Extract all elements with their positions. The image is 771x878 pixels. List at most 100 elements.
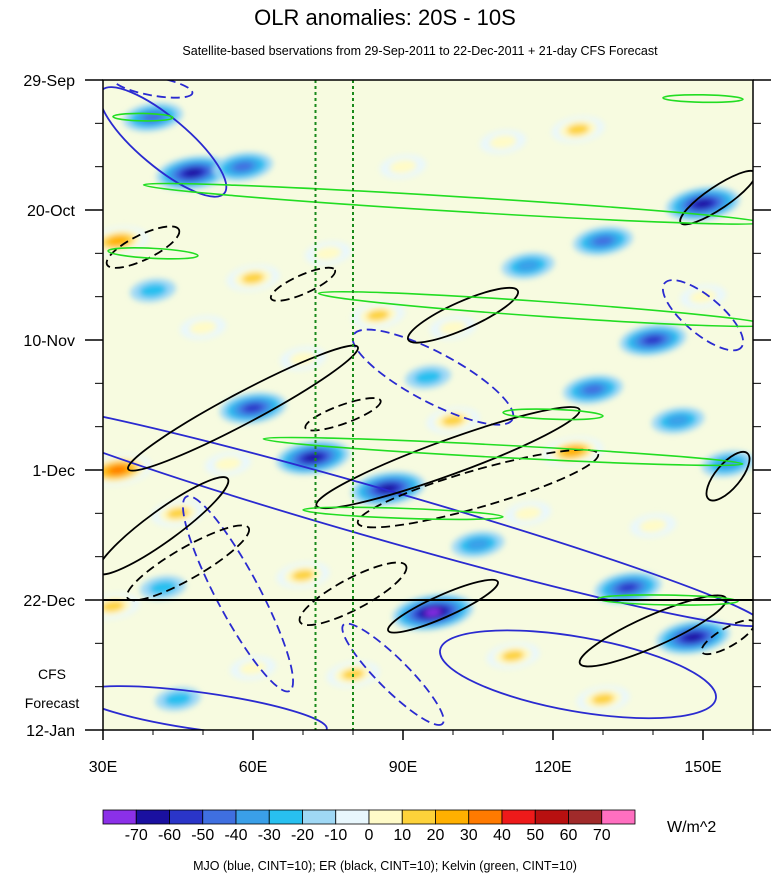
anomaly-blob: [140, 575, 186, 600]
anomaly-blob: [594, 572, 662, 604]
wave-filtered-contours: [103, 80, 753, 730]
anomaly-blob: [213, 152, 273, 181]
colorbar-label: 70: [593, 827, 611, 844]
reference-longitude-lines: [314, 80, 354, 730]
anomaly-level: [684, 633, 702, 642]
anomaly-blob: [276, 440, 350, 475]
anomaly-level: [424, 608, 442, 617]
anomaly-blob: [656, 620, 730, 654]
kelvin-contour: [317, 290, 753, 328]
anomaly-blob: [226, 265, 280, 292]
colorbar-swatch: [335, 809, 370, 825]
anomaly-level: [566, 123, 590, 136]
anomaly-level: [214, 456, 242, 471]
colorbar-label: 20: [427, 827, 445, 844]
anomaly-blob: [305, 241, 351, 266]
anomaly-blob: [280, 346, 326, 371]
anomaly-level: [389, 159, 417, 174]
y-tick-label: 12-Jan: [26, 723, 75, 740]
anomaly-blob: [219, 392, 287, 424]
olr-anomaly-field: [103, 102, 753, 713]
er-contour: [298, 561, 408, 627]
colorbar-swatch: [401, 809, 436, 825]
mjo-contour: [103, 399, 753, 628]
colorbar-swatch: [102, 809, 137, 825]
anomaly-blob: [205, 452, 251, 476]
anomaly-level: [233, 161, 253, 172]
colorbar-swatch: [468, 809, 503, 825]
anomaly-blob: [130, 278, 176, 303]
anomaly-blob: [180, 315, 226, 340]
anomaly-level: [414, 370, 442, 385]
anomaly-level: [466, 538, 490, 550]
anomaly-level: [239, 661, 267, 676]
anomaly-level: [514, 506, 542, 521]
anomaly-blob: [351, 302, 405, 329]
anomaly-blob: [151, 500, 205, 527]
anomaly-level: [184, 168, 202, 177]
er-contour: [103, 476, 230, 576]
colorbar-swatch: [268, 809, 303, 825]
colorbar-label: 60: [560, 827, 578, 844]
anomaly-blob: [630, 513, 676, 538]
anomaly-blob: [573, 226, 633, 256]
mjo-contour: [182, 495, 294, 693]
anomaly-blob: [680, 284, 726, 309]
colorbar-swatch: [368, 809, 403, 825]
anomaly-level: [366, 309, 390, 321]
y-tick-label: 1-Dec: [32, 463, 75, 480]
anomaly-blob: [576, 686, 630, 713]
kelvin-contour: [107, 247, 199, 260]
mjo-contour: [351, 328, 515, 426]
colorbar-swatch: [435, 809, 470, 825]
er-contour: [407, 286, 519, 344]
colorbar-units: W/m^2: [667, 819, 716, 836]
anomaly-level: [289, 351, 317, 366]
colorbar-swatch: [302, 809, 337, 825]
colorbar-label: -10: [324, 827, 347, 844]
anomaly-level: [304, 453, 322, 462]
anomaly-level: [314, 246, 342, 261]
colorbar-swatch: [135, 809, 170, 825]
anomaly-level: [694, 199, 712, 208]
kelvin-contour: [597, 594, 739, 606]
anomaly-level: [516, 260, 540, 272]
anomaly-level: [583, 384, 603, 395]
anomaly-blob: [619, 324, 687, 356]
er-contour: [356, 448, 600, 529]
anomaly-blob: [451, 531, 505, 558]
x-tick-label: 90E: [389, 759, 417, 776]
anomaly-level: [591, 693, 615, 705]
colorbar-label: 30: [460, 827, 478, 844]
colorbar-swatch: [202, 809, 237, 825]
anomaly-level: [639, 518, 667, 533]
colorbar-label: -30: [258, 827, 281, 844]
x-tick-label: 120E: [534, 759, 571, 776]
y-tick-label: 22-Dec: [23, 593, 75, 610]
er-contour: [705, 450, 751, 502]
colorbar-label: 40: [493, 827, 511, 844]
x-tick-label: 150E: [684, 759, 721, 776]
y-axis: 29-Sep 20-Oct 10-Nov 1-Dec 22-Dec 12-Jan: [23, 73, 771, 740]
anomaly-level: [441, 414, 465, 427]
kelvin-contour: [302, 506, 504, 521]
kelvin-contour: [262, 436, 744, 467]
contour-caption: MJO (blue, CINT=10); ER (black, CINT=10)…: [193, 859, 577, 873]
anomaly-level: [189, 320, 217, 335]
anomaly-level: [593, 236, 613, 246]
anomaly-blob: [155, 687, 201, 711]
anomaly-blob: [551, 116, 605, 143]
forecast-label-line2: Forecast: [25, 695, 80, 711]
forecast-label-line1: CFS: [38, 666, 66, 682]
colorbar-swatch: [534, 809, 569, 825]
mjo-contour: [112, 80, 194, 99]
anomaly-level: [241, 272, 265, 284]
anomaly-level: [243, 403, 263, 413]
colorbar-swatch: [568, 809, 603, 825]
anomaly-blob: [380, 154, 426, 179]
colorbar-label: -50: [191, 827, 214, 844]
anomaly-level: [139, 283, 167, 298]
mjo-contour: [103, 86, 228, 198]
anomaly-level: [643, 335, 663, 345]
anomaly-level: [489, 134, 517, 149]
